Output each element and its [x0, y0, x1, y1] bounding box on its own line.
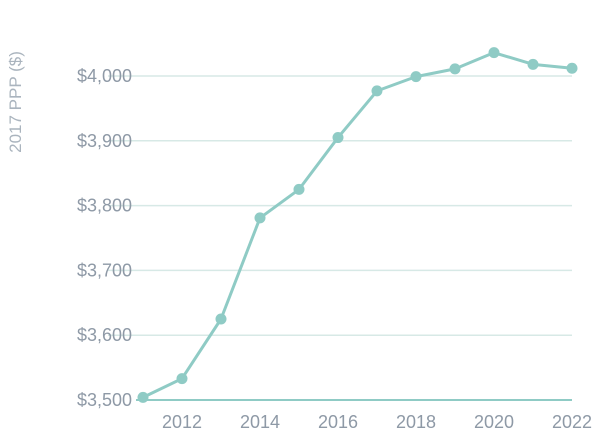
- data-point: [410, 71, 422, 83]
- data-point: [254, 212, 266, 224]
- x-tick-label: 2016: [318, 412, 358, 432]
- y-tick-label: $3,600: [77, 325, 132, 345]
- x-tick-label: 2020: [474, 412, 514, 432]
- grid: [108, 75, 572, 336]
- x-tick-label: 2014: [240, 412, 280, 432]
- data-point: [176, 373, 188, 385]
- data-point: [293, 183, 305, 195]
- data-point: [137, 391, 149, 403]
- series-line: [141, 51, 574, 399]
- series-layer: [137, 47, 578, 403]
- tick-labels: $3,500 $3,600 $3,700 $3,800 $3,900 $4,000 2012…: [77, 66, 592, 432]
- data-point: [566, 62, 578, 74]
- y-tick-label: $3,800: [77, 196, 132, 216]
- x-tick-label: 2012: [162, 412, 202, 432]
- data-point: [215, 313, 227, 325]
- y-tick-label: $3,900: [77, 131, 132, 151]
- y-tick-label: $3,700: [77, 260, 132, 280]
- data-point: [527, 58, 539, 70]
- data-point: [449, 63, 461, 75]
- x-tick-label: 2022: [552, 412, 592, 432]
- y-tick-label: $4,000: [77, 66, 132, 86]
- x-tick-label: 2018: [396, 412, 436, 432]
- data-point: [332, 132, 344, 144]
- y-axis-title: 2017 PPP ($): [6, 51, 25, 153]
- data-point: [371, 85, 383, 97]
- y-tick-label: $3,500: [77, 390, 132, 410]
- data-point: [488, 47, 500, 59]
